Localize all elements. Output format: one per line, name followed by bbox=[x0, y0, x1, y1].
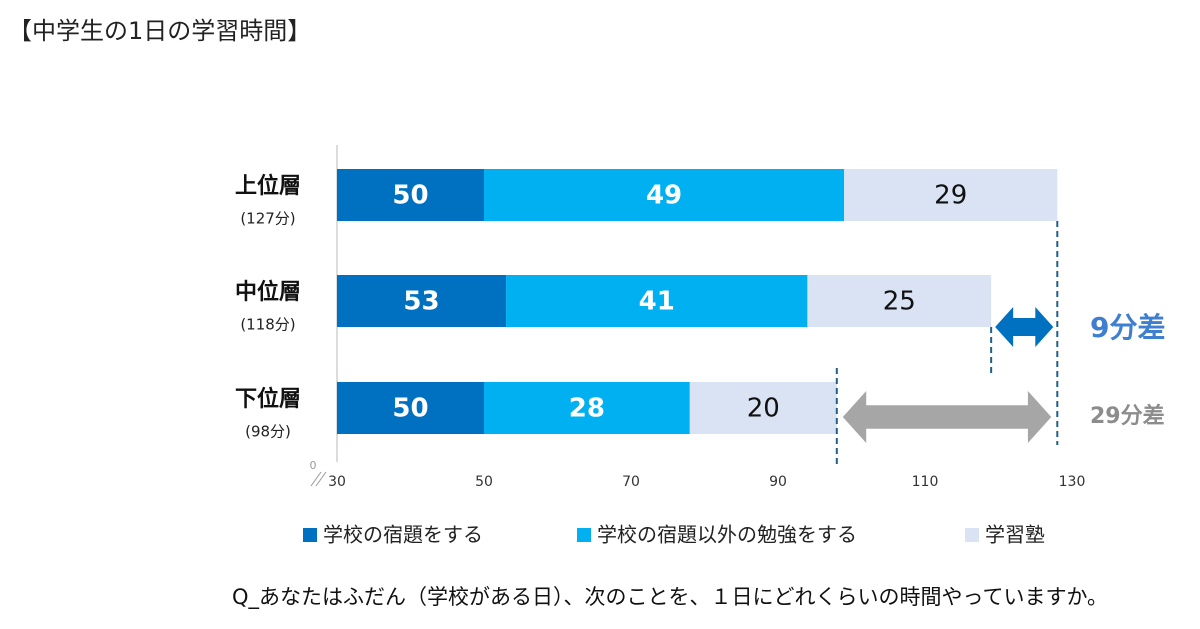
value-label: 29 bbox=[934, 181, 967, 211]
value-label: 20 bbox=[747, 394, 780, 424]
value-label: 49 bbox=[646, 181, 682, 211]
bar-segment bbox=[337, 382, 484, 434]
footnote: Q_あなたはふだん（学校がある日）、次のことを、１日にどれくらいの時間やっていま… bbox=[232, 585, 1108, 610]
category-label: 下位層 bbox=[235, 386, 301, 412]
category-label: 中位層 bbox=[235, 279, 301, 305]
bar-segment bbox=[484, 382, 690, 434]
legend-swatch bbox=[577, 528, 591, 542]
legend-swatch bbox=[965, 528, 979, 542]
bar-segment bbox=[337, 169, 484, 221]
x-tick-label: 90 bbox=[769, 474, 787, 490]
annotation: 9分差 bbox=[1090, 311, 1165, 344]
bar-segment bbox=[807, 275, 992, 327]
x-tick-label: 50 bbox=[475, 474, 493, 490]
value-label: 50 bbox=[392, 394, 428, 424]
category-note: (98分) bbox=[245, 423, 291, 441]
difference-arrow bbox=[842, 391, 1052, 443]
category-note: (118分) bbox=[240, 316, 295, 334]
value-label: 53 bbox=[403, 287, 439, 317]
bar-segment bbox=[506, 275, 808, 327]
x-tick-label: 130 bbox=[1059, 474, 1086, 490]
axis-break bbox=[315, 471, 327, 487]
bar-segment bbox=[484, 169, 845, 221]
category-label: 上位層 bbox=[235, 173, 301, 199]
annotation: 29分差 bbox=[1090, 403, 1165, 429]
chart-title: 【中学生の1日の学習時間】 bbox=[8, 17, 311, 45]
legend-swatch bbox=[303, 528, 317, 542]
legend-label: 学習塾 bbox=[985, 523, 1045, 547]
axis-break bbox=[310, 471, 322, 487]
bar-segment bbox=[337, 275, 507, 327]
legend-label: 学校の宿題をする bbox=[323, 523, 483, 547]
value-label: 50 bbox=[392, 181, 428, 211]
bar-segment bbox=[844, 169, 1058, 221]
value-label: 25 bbox=[883, 287, 916, 317]
value-label: 41 bbox=[639, 287, 675, 317]
x-tick-label: 0 bbox=[310, 459, 317, 472]
x-tick-label: 110 bbox=[912, 474, 939, 490]
legend-label: 学校の宿題以外の勉強をする bbox=[597, 523, 857, 547]
bar-segment bbox=[689, 382, 837, 434]
difference-arrow bbox=[995, 307, 1054, 347]
x-tick-label: 70 bbox=[622, 474, 640, 490]
category-note: (127分) bbox=[240, 210, 295, 228]
x-tick-label: 30 bbox=[328, 474, 346, 490]
value-label: 28 bbox=[569, 394, 605, 424]
